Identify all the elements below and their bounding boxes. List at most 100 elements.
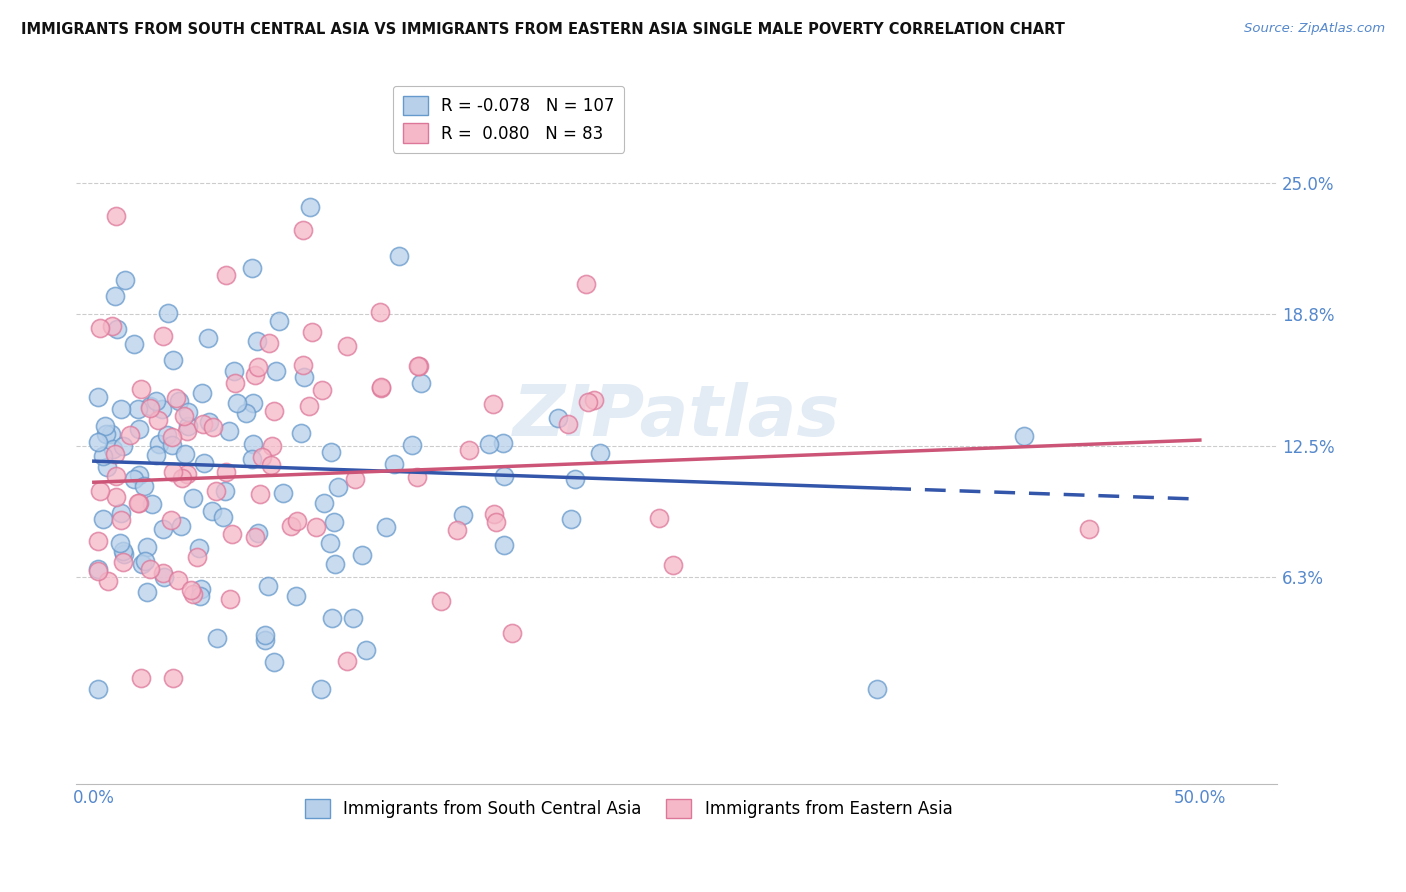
- Point: [368, 305, 391, 319]
- Point: [226, 396, 249, 410]
- Point: [322, 515, 344, 529]
- Point: [257, 335, 280, 350]
- Point: [188, 589, 211, 603]
- Point: [482, 508, 505, 522]
- Point: [122, 337, 145, 351]
- Point: [478, 436, 501, 450]
- Point: [240, 451, 263, 466]
- Point: [87, 534, 110, 549]
- Point: [129, 671, 152, 685]
- Point: [120, 428, 142, 442]
- Point: [131, 558, 153, 572]
- Point: [111, 555, 134, 569]
- Point: [152, 522, 174, 536]
- Point: [305, 520, 328, 534]
- Point: [156, 428, 179, 442]
- Point: [242, 437, 264, 451]
- Point: [370, 380, 392, 394]
- Point: [323, 557, 346, 571]
- Point: [129, 382, 152, 396]
- Point: [110, 401, 132, 416]
- Point: [160, 437, 183, 451]
- Point: [190, 582, 212, 597]
- Point: [176, 467, 198, 482]
- Point: [243, 530, 266, 544]
- Point: [162, 671, 184, 685]
- Point: [411, 376, 433, 390]
- Point: [128, 422, 150, 436]
- Point: [153, 570, 176, 584]
- Point: [326, 479, 349, 493]
- Point: [375, 520, 398, 534]
- Point: [866, 681, 889, 696]
- Point: [87, 434, 110, 449]
- Point: [588, 446, 610, 460]
- Point: [96, 459, 118, 474]
- Point: [576, 394, 599, 409]
- Point: [457, 443, 479, 458]
- Point: [173, 409, 195, 423]
- Point: [162, 353, 184, 368]
- Point: [290, 425, 312, 440]
- Point: [501, 626, 523, 640]
- Point: [110, 506, 132, 520]
- Point: [285, 514, 308, 528]
- Point: [191, 385, 214, 400]
- Point: [264, 363, 287, 377]
- Text: IMMIGRANTS FROM SOUTH CENTRAL ASIA VS IMMIGRANTS FROM EASTERN ASIA SINGLE MALE P: IMMIGRANTS FROM SOUTH CENTRAL ASIA VS IM…: [21, 22, 1064, 37]
- Point: [314, 496, 336, 510]
- Point: [197, 331, 219, 345]
- Point: [170, 519, 193, 533]
- Point: [122, 472, 145, 486]
- Point: [560, 512, 582, 526]
- Point: [134, 554, 156, 568]
- Point: [166, 574, 188, 588]
- Point: [224, 364, 246, 378]
- Point: [494, 538, 516, 552]
- Point: [214, 484, 236, 499]
- Point: [173, 447, 195, 461]
- Point: [406, 470, 429, 484]
- Point: [111, 439, 134, 453]
- Point: [292, 358, 315, 372]
- Point: [148, 413, 170, 427]
- Point: [136, 540, 159, 554]
- Point: [110, 513, 132, 527]
- Point: [557, 417, 579, 431]
- Point: [254, 628, 277, 642]
- Point: [224, 376, 246, 390]
- Point: [104, 209, 127, 223]
- Point: [205, 484, 228, 499]
- Point: [648, 511, 671, 525]
- Point: [309, 681, 332, 696]
- Point: [280, 519, 302, 533]
- Point: [91, 450, 114, 464]
- Point: [446, 524, 468, 538]
- Point: [382, 457, 405, 471]
- Point: [89, 483, 111, 498]
- Point: [193, 456, 215, 470]
- Point: [492, 436, 515, 450]
- Point: [260, 458, 283, 472]
- Point: [177, 418, 200, 433]
- Point: [235, 406, 257, 420]
- Point: [105, 322, 128, 336]
- Point: [451, 508, 474, 522]
- Point: [321, 445, 343, 459]
- Point: [128, 496, 150, 510]
- Point: [311, 383, 333, 397]
- Point: [101, 442, 124, 456]
- Point: [218, 425, 240, 439]
- Point: [219, 591, 242, 606]
- Point: [292, 369, 315, 384]
- Point: [494, 469, 516, 483]
- Point: [1014, 428, 1036, 442]
- Point: [105, 468, 128, 483]
- Point: [160, 513, 183, 527]
- Point: [180, 583, 202, 598]
- Point: [408, 359, 430, 373]
- Point: [111, 543, 134, 558]
- Point: [96, 427, 118, 442]
- Point: [263, 404, 285, 418]
- Point: [152, 401, 174, 416]
